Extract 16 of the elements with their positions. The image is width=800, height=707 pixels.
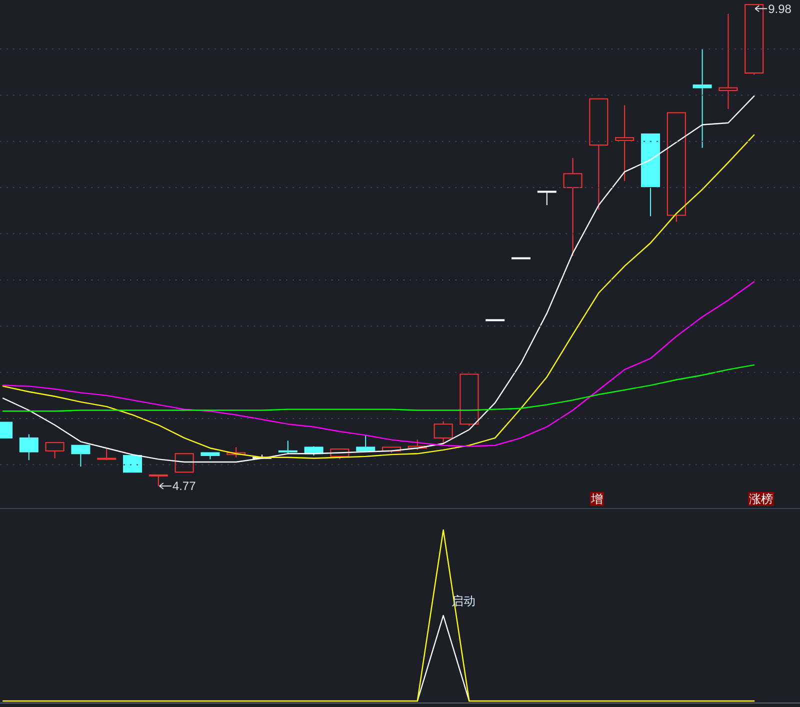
candlestick xyxy=(537,190,556,206)
candlestick xyxy=(71,444,90,468)
candlestick xyxy=(45,442,64,459)
candlestick xyxy=(434,420,453,445)
annotation: 4.77 xyxy=(172,479,196,494)
candlestick xyxy=(123,455,142,473)
candlestick xyxy=(692,48,712,148)
candlestick xyxy=(148,474,168,486)
candlestick xyxy=(615,104,634,182)
candlestick xyxy=(19,434,38,461)
candlestick xyxy=(563,157,582,256)
candlestick xyxy=(356,434,376,452)
candlestick xyxy=(174,453,194,473)
candlestick xyxy=(718,13,738,110)
candlestick xyxy=(278,440,298,454)
text: 9.98 xyxy=(768,2,792,16)
